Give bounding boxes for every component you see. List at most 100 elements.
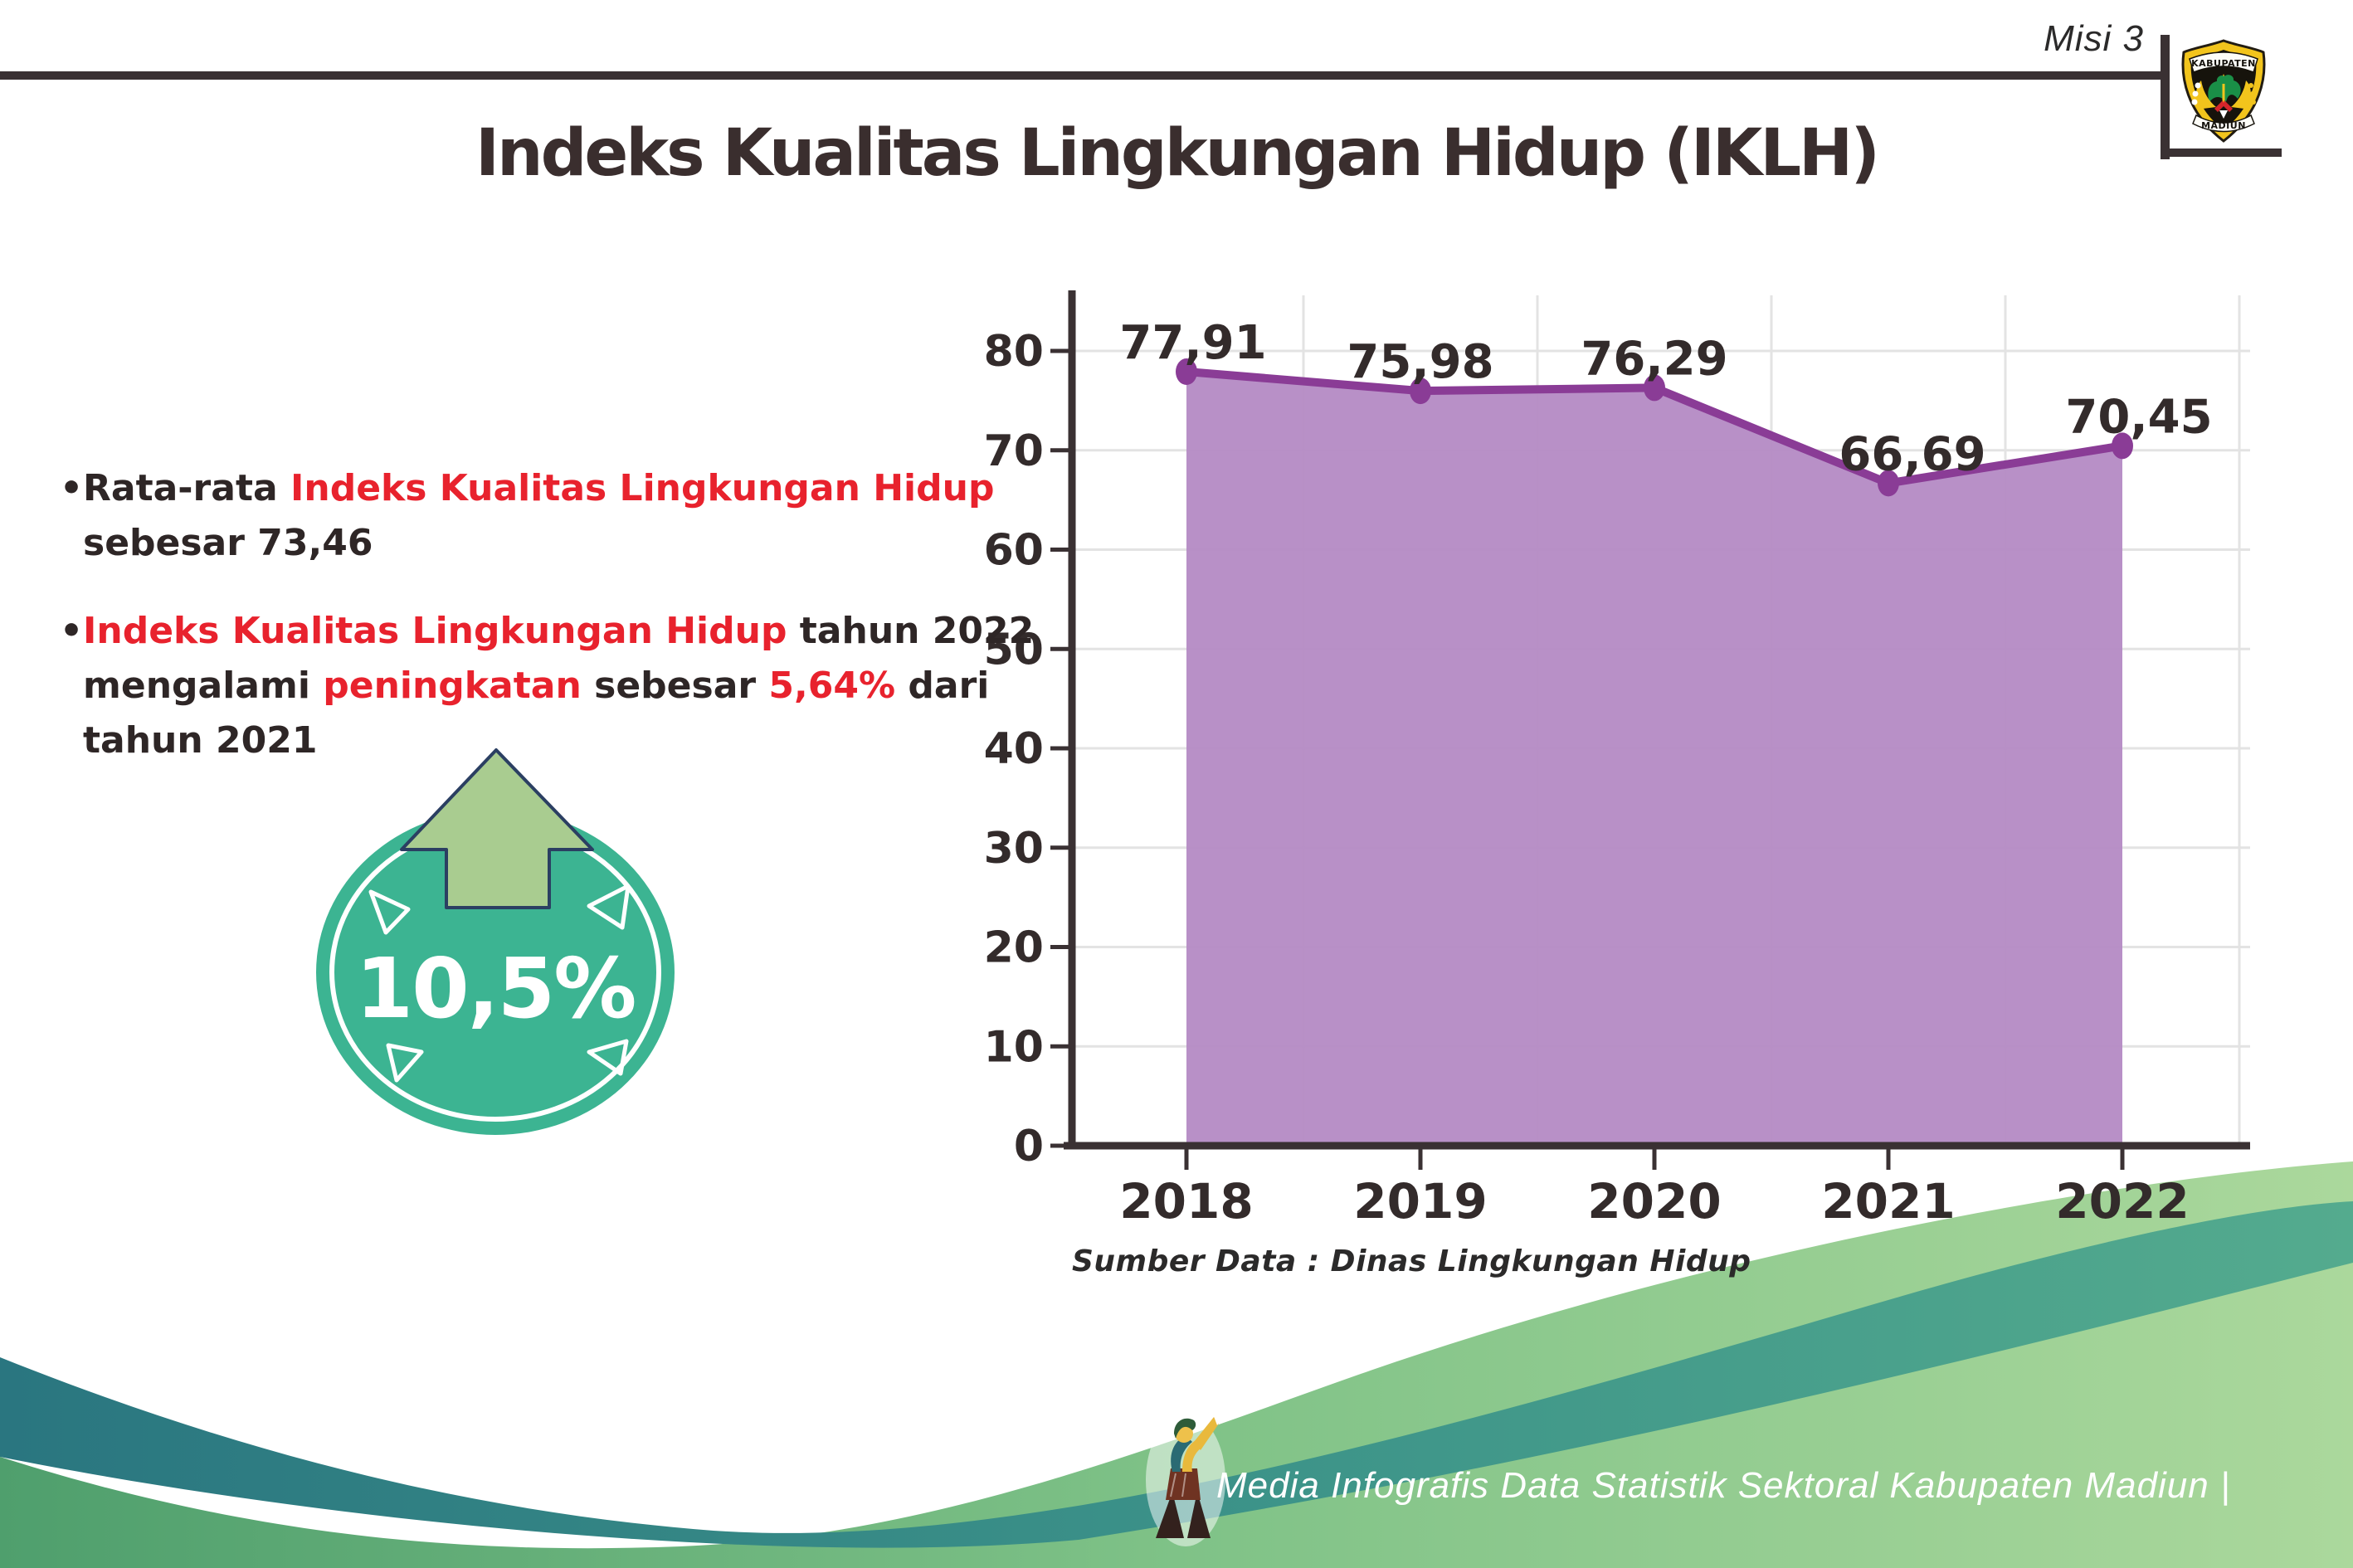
data-point bbox=[1644, 374, 1665, 402]
crest-wing-right bbox=[2231, 80, 2251, 109]
misi-label: Misi 3 bbox=[2044, 18, 2144, 59]
bullet-line: sebesar 73,46 bbox=[83, 516, 1022, 571]
sparkle-triangle-icon bbox=[368, 889, 411, 935]
data-point bbox=[1410, 377, 1431, 405]
y-tick-label: 40 bbox=[984, 724, 1044, 774]
footer-wave-green bbox=[0, 1161, 2353, 1568]
footer-wave-teal bbox=[0, 1201, 2353, 1548]
crest-red-ribbon-right bbox=[2223, 100, 2233, 112]
bullet-item: • Rata-rata Indeks Kualitas Lingkungan Hi… bbox=[60, 461, 1022, 571]
crest-rice-icon bbox=[2250, 91, 2255, 96]
mascot-headwrap bbox=[1174, 1418, 1196, 1439]
bullet-line: Rata-rata Indeks Kualitas Lingkungan Hid… bbox=[83, 461, 1022, 516]
data-value-labels: 77,91 75,98 76,29 66,69 70,45 bbox=[1119, 316, 2212, 481]
data-label: 66,69 bbox=[1839, 427, 1985, 481]
kabupaten-madiun-crest: KABUPATEN MADIUN bbox=[2181, 39, 2266, 143]
crest-bottom-ribbon bbox=[2192, 114, 2255, 133]
data-label: 77,91 bbox=[1119, 316, 1266, 370]
x-axis-ticks bbox=[1184, 1148, 2125, 1170]
page-title: Indeks Kualitas Lingkungan Hidup (IKLH) bbox=[475, 116, 1880, 191]
crest-center-white bbox=[2219, 110, 2228, 119]
text-segment: 5,64% bbox=[768, 665, 896, 707]
text-segment: Rata-rata bbox=[83, 467, 290, 509]
increase-badge: 10,5% bbox=[316, 748, 675, 1135]
crest-top-text: KABUPATEN bbox=[2191, 58, 2256, 69]
crest-rice-icon bbox=[2251, 100, 2256, 105]
footer-credit: Media Infografis Data Statistik Sektoral… bbox=[1216, 1465, 2231, 1506]
chart-data-points bbox=[1176, 358, 2133, 497]
sparkle-triangle-icon bbox=[587, 1039, 629, 1076]
mascot-sarong-pattern bbox=[1170, 1473, 1186, 1497]
iklh-chart: 0 10 20 30 40 50 60 70 80 2018 2019 2020 2021 2022 7… bbox=[984, 290, 2250, 1230]
x-axis-labels: 2018 2019 2020 2021 2022 bbox=[1119, 1173, 2189, 1230]
y-tick-label: 70 bbox=[984, 426, 1044, 476]
mascot-sash-yellow bbox=[1182, 1439, 1202, 1472]
up-arrow-icon bbox=[400, 748, 594, 909]
mascot-raised-arm bbox=[1194, 1417, 1219, 1450]
chart-area-fill bbox=[1186, 372, 2122, 1145]
summary-bullets: • Rata-rata Indeks Kualitas Lingkungan Hi… bbox=[60, 461, 1034, 801]
mascot-leg-left bbox=[1156, 1492, 1184, 1538]
crest-rice-icon bbox=[2248, 83, 2253, 88]
text-segment: Indeks Kualitas Lingkungan Hidup bbox=[83, 610, 787, 652]
y-tick-label: 10 bbox=[984, 1022, 1044, 1072]
bullet-line: mengalami peningkatan sebesar 5,64% dari bbox=[83, 659, 1022, 713]
sparkle-triangle-icon bbox=[587, 884, 631, 930]
data-label: 70,45 bbox=[2065, 390, 2212, 444]
crest-top-ribbon bbox=[2189, 51, 2258, 73]
crest-red-ribbon-left bbox=[2214, 100, 2224, 112]
crest-cotton-icon bbox=[2192, 90, 2199, 97]
bullet-line: tahun 2021 bbox=[83, 713, 1022, 768]
y-tick-label: 80 bbox=[984, 327, 1044, 377]
y-axis-labels: 0 10 20 30 40 50 60 70 80 bbox=[984, 327, 1044, 1171]
crest-keris bbox=[2222, 84, 2225, 104]
header-rule bbox=[0, 71, 2165, 80]
text-segment: tahun 2022 bbox=[787, 610, 1035, 652]
mascot-leg-right bbox=[1187, 1492, 1211, 1538]
badge-circle bbox=[316, 810, 675, 1135]
footer-waves bbox=[0, 1161, 2353, 1568]
y-tick-label: 50 bbox=[984, 625, 1044, 674]
y-tick-label: 30 bbox=[984, 824, 1044, 874]
logo-bracket-vertical bbox=[2161, 35, 2170, 159]
y-tick-label: 20 bbox=[984, 923, 1044, 973]
mascot-sarong bbox=[1166, 1468, 1201, 1500]
data-label: 76,29 bbox=[1581, 332, 1727, 386]
x-tick-label: 2020 bbox=[1587, 1173, 1721, 1230]
text-segment: sebesar 73,46 bbox=[83, 522, 373, 564]
crest-bottom-text: MADIUN bbox=[2201, 120, 2246, 131]
crest-wing-left bbox=[2196, 80, 2216, 109]
bullet-item: • Indeks Kualitas Lingkungan Hidup tahun … bbox=[60, 604, 1034, 768]
data-label: 75,98 bbox=[1347, 335, 1493, 389]
data-point bbox=[1878, 470, 1899, 497]
y-axis-ticks bbox=[1050, 348, 1072, 1148]
crest-cotton-icon bbox=[2191, 99, 2198, 105]
x-tick-label: 2018 bbox=[1119, 1173, 1253, 1230]
y-tick-label: 60 bbox=[984, 526, 1044, 576]
y-tick-label: 0 bbox=[1014, 1122, 1044, 1171]
bullet-dot-icon: • bbox=[60, 610, 84, 652]
crest-cotton-icon bbox=[2195, 82, 2201, 89]
logo-bracket-foot bbox=[2161, 149, 2282, 157]
text-segment: peningkatan bbox=[323, 665, 582, 707]
badge-value: 10,5% bbox=[356, 940, 636, 1037]
chart-source-note: Sumber Data : Dinas Lingkungan Hidup bbox=[1072, 1244, 1751, 1278]
x-tick-label: 2022 bbox=[2055, 1173, 2189, 1230]
data-point bbox=[2112, 432, 2133, 460]
mascot-figure bbox=[1146, 1412, 1225, 1546]
bullet-line: Indeks Kualitas Lingkungan Hidup tahun 2… bbox=[83, 604, 1034, 659]
text-segment: mengalami bbox=[83, 665, 324, 707]
text-segment: tahun 2021 bbox=[83, 719, 318, 762]
text-segment: dari bbox=[895, 665, 990, 707]
text-segment: Indeks Kualitas Lingkungan Hidup bbox=[290, 467, 995, 509]
text-segment: sebesar bbox=[581, 665, 769, 707]
mascot-sash-teal bbox=[1171, 1435, 1192, 1472]
badge-sparkle-triangles bbox=[368, 884, 631, 1083]
data-point bbox=[1176, 358, 1197, 386]
bullet-dot-icon: • bbox=[60, 467, 84, 509]
sparkle-triangle-icon bbox=[386, 1043, 424, 1083]
x-tick-label: 2021 bbox=[1821, 1173, 1955, 1230]
mascot-hand-spark bbox=[1212, 1412, 1222, 1425]
